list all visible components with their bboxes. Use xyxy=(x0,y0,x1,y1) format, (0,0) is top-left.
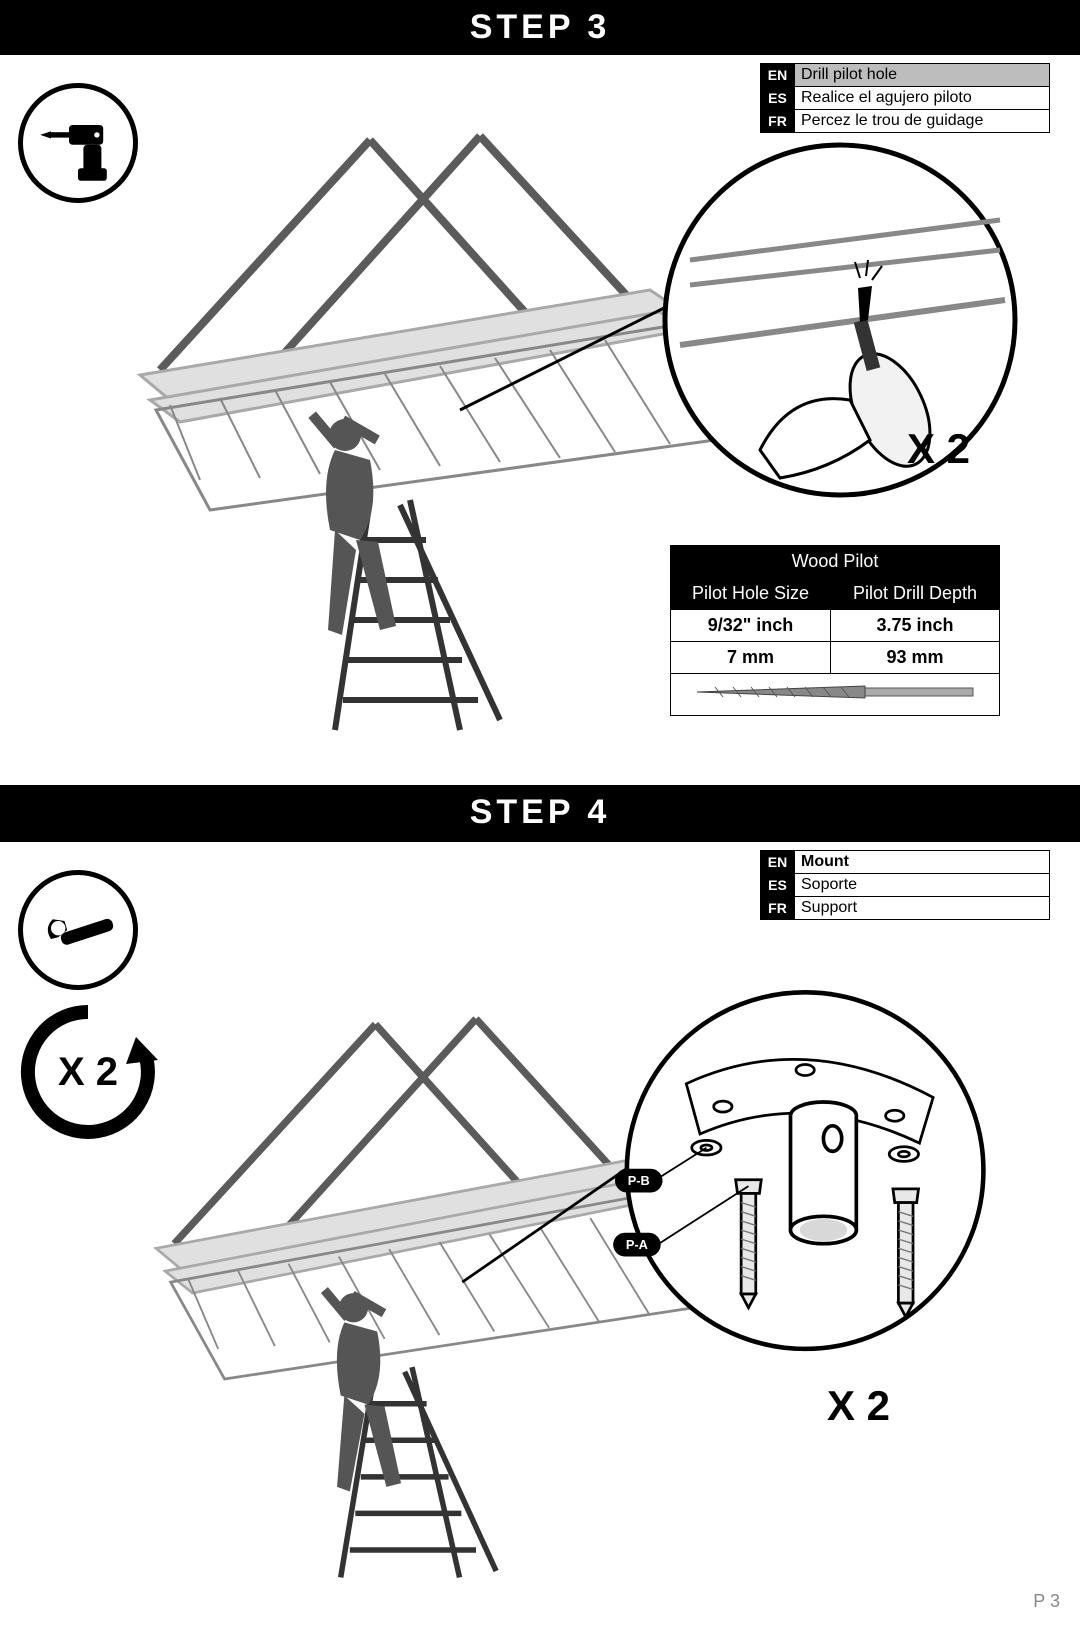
step4-language-table: EN Mount ES Soporte FR Support xyxy=(760,850,1050,920)
lang-code-es-4: ES xyxy=(761,874,795,897)
step4-quantity-label: X 2 xyxy=(827,1382,890,1430)
step3-section: EN Drill pilot hole ES Realice el agujer… xyxy=(0,55,1080,785)
step4-section: EN Mount ES Soporte FR Support X 2 xyxy=(0,840,1080,1640)
pilot-col2-header: Pilot Drill Depth xyxy=(831,578,1000,610)
step4-illustration: P-B P-A xyxy=(60,942,1020,1582)
drill-bit-icon xyxy=(671,674,1000,716)
lang-text-es-4: Soporte xyxy=(795,874,1050,897)
lang-text-en-4: Mount xyxy=(795,851,1050,874)
wood-pilot-table: Wood Pilot Pilot Hole Size Pilot Drill D… xyxy=(670,545,1000,716)
lang-text-es: Realice el agujero piloto xyxy=(795,87,1050,110)
step3-quantity-label: X 2 xyxy=(907,425,970,473)
pilot-r1c2: 3.75 inch xyxy=(831,610,1000,642)
lang-code-fr-4: FR xyxy=(761,897,795,920)
lang-text-en: Drill pilot hole xyxy=(795,64,1050,87)
pilot-r1c1: 9/32" inch xyxy=(671,610,831,642)
lang-code-es: ES xyxy=(761,87,795,110)
page-number: P 3 xyxy=(1033,1591,1060,1612)
pilot-r2c1: 7 mm xyxy=(671,642,831,674)
pilot-col1-header: Pilot Hole Size xyxy=(671,578,831,610)
step4-header: STEP 4 xyxy=(0,785,1080,840)
pilot-table-title: Wood Pilot xyxy=(671,546,1000,578)
part-b-label: P-B xyxy=(628,1173,650,1188)
lang-text-fr-4: Support xyxy=(795,897,1050,920)
step3-header: STEP 3 xyxy=(0,0,1080,55)
lang-code-en-4: EN xyxy=(761,851,795,874)
part-a-label: P-A xyxy=(626,1237,648,1252)
lang-code-en: EN xyxy=(761,64,795,87)
pilot-r2c2: 93 mm xyxy=(831,642,1000,674)
